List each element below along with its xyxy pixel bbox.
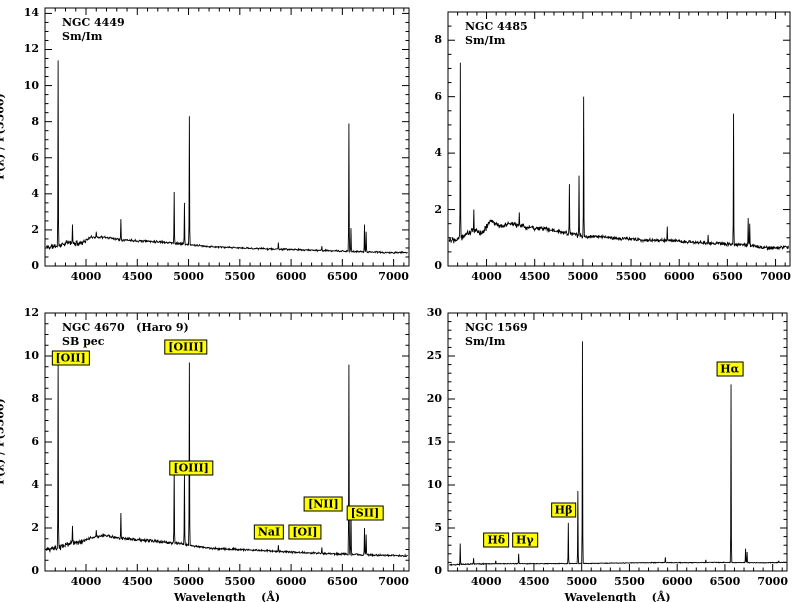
y-tick-label: 8	[434, 33, 442, 47]
x-tick-label: 6500	[327, 270, 358, 283]
axis-ticks	[44, 313, 409, 572]
x-tick-label: 4500	[519, 270, 551, 283]
axes-frame	[44, 312, 410, 572]
line-label-oiii: [OIII]	[169, 460, 213, 476]
axis-ticks	[44, 8, 409, 267]
y-tick-label: 5	[434, 521, 442, 534]
x-tick-label: 5500	[615, 270, 647, 283]
spectrum-line-ngc4485	[448, 62, 790, 251]
x-tick-label: 6000	[661, 575, 693, 588]
y-tick-label: 2	[31, 521, 39, 534]
x-tick-label: 5500	[224, 270, 256, 283]
line-label-hγ: Hγ	[512, 532, 538, 548]
object-name: NGC 4449	[62, 16, 125, 29]
x-tick-label: 5500	[614, 575, 645, 588]
x-tick-label: 5000	[173, 270, 204, 283]
object-name: NGC 1569	[465, 321, 528, 334]
x-tick-label: 4500	[518, 575, 550, 588]
x-axis-title: Wavelength (Å)	[173, 591, 281, 602]
y-tick-label: 6	[434, 89, 442, 103]
x-tick-label: 6000	[663, 270, 695, 283]
line-label-oiii: [OIII]	[164, 339, 208, 355]
y-tick-label: 15	[426, 435, 442, 448]
y-tick-label: 10	[23, 78, 39, 92]
x-tick-label: 5000	[567, 270, 599, 283]
object-name: NGC 4485	[465, 20, 528, 33]
y-tick-label: 12	[23, 306, 39, 319]
plot-area-ngc1569	[447, 312, 788, 572]
x-tick-label: 5500	[224, 575, 256, 588]
object-name: NGC 4670 (Haro 9)	[62, 321, 189, 334]
object-type: Sm/Im	[62, 30, 103, 43]
x-tick-label: 4000	[471, 270, 502, 283]
plot-area-ngc4485	[447, 11, 791, 267]
x-tick-label: 5000	[173, 575, 204, 588]
x-tick-label: 6000	[275, 575, 307, 588]
y-tick-label: 0	[434, 259, 442, 272]
y-tick-label: 0	[31, 564, 39, 577]
line-label-hβ: Hβ	[550, 502, 577, 518]
line-label-sii: [SII]	[346, 505, 384, 521]
spectrum-panel-ngc1569	[447, 312, 788, 572]
y-tick-label: 25	[426, 349, 442, 362]
line-label-nii: [NII]	[303, 496, 343, 512]
x-tick-label: 4000	[70, 270, 102, 283]
spectrum-line-ngc1569	[449, 341, 786, 567]
y-tick-label: 8	[31, 114, 39, 128]
y-tick-label: 2	[434, 202, 442, 216]
plot-area-ngc4670	[44, 312, 410, 572]
x-tick-label: 6500	[712, 270, 743, 283]
x-tick-label: 4000	[470, 575, 502, 588]
y-axis-title: F(λ) / F(5500)	[0, 398, 7, 485]
y-tick-label: 6	[31, 435, 39, 448]
y-tick-label: 12	[23, 42, 39, 56]
x-tick-label: 4000	[70, 575, 102, 588]
y-tick-label: 10	[426, 478, 442, 491]
x-tick-label: 4500	[121, 575, 153, 588]
y-tick-label: 0	[434, 564, 442, 577]
axis-ticks	[447, 12, 790, 267]
y-tick-label: 14	[23, 6, 39, 20]
y-tick-label: 8	[31, 392, 39, 405]
y-tick-label: 20	[426, 392, 442, 405]
x-tick-label: 7000	[378, 575, 409, 588]
plot-area-ngc4449	[44, 7, 410, 267]
y-tick-label: 6	[31, 150, 39, 164]
spectrum-line-ngc4449	[45, 60, 408, 255]
spectrum-panel-ngc4485	[447, 11, 791, 267]
y-tick-label: 4	[434, 146, 442, 160]
x-tick-label: 6500	[709, 575, 741, 588]
axes-frame	[44, 7, 410, 267]
x-tick-label: 7000	[757, 575, 788, 588]
y-tick-label: 10	[23, 349, 39, 362]
x-tick-label: 7000	[760, 270, 791, 283]
y-tick-label: 4	[31, 186, 39, 200]
y-tick-label: 0	[31, 259, 39, 272]
x-tick-label: 4500	[121, 270, 153, 283]
line-label-nai: NaI	[253, 524, 285, 540]
object-type: Sm/Im	[465, 335, 506, 348]
line-label-oi: [OI]	[288, 524, 322, 540]
x-tick-label: 6500	[327, 575, 358, 588]
object-type: Sm/Im	[465, 34, 506, 47]
axis-ticks	[447, 313, 787, 572]
line-label-oii: [OII]	[51, 350, 90, 366]
line-label-hα: Hα	[716, 361, 744, 377]
spectrum-panel-ngc4449	[44, 7, 410, 267]
spectrum-panel-ngc4670	[44, 312, 410, 572]
x-tick-label: 7000	[378, 270, 409, 283]
y-tick-label: 30	[426, 306, 442, 319]
y-tick-label: 4	[31, 478, 39, 491]
x-tick-label: 6000	[275, 270, 307, 283]
line-label-hδ: Hδ	[483, 532, 510, 548]
spectrum-line-ngc4670	[45, 360, 408, 558]
x-tick-label: 5000	[566, 575, 597, 588]
y-tick-label: 2	[31, 222, 39, 236]
x-axis-title: Wavelength (Å)	[564, 591, 671, 602]
y-axis-title: F(λ) / F(5500)	[0, 93, 7, 180]
object-type: SB pec	[62, 335, 105, 348]
